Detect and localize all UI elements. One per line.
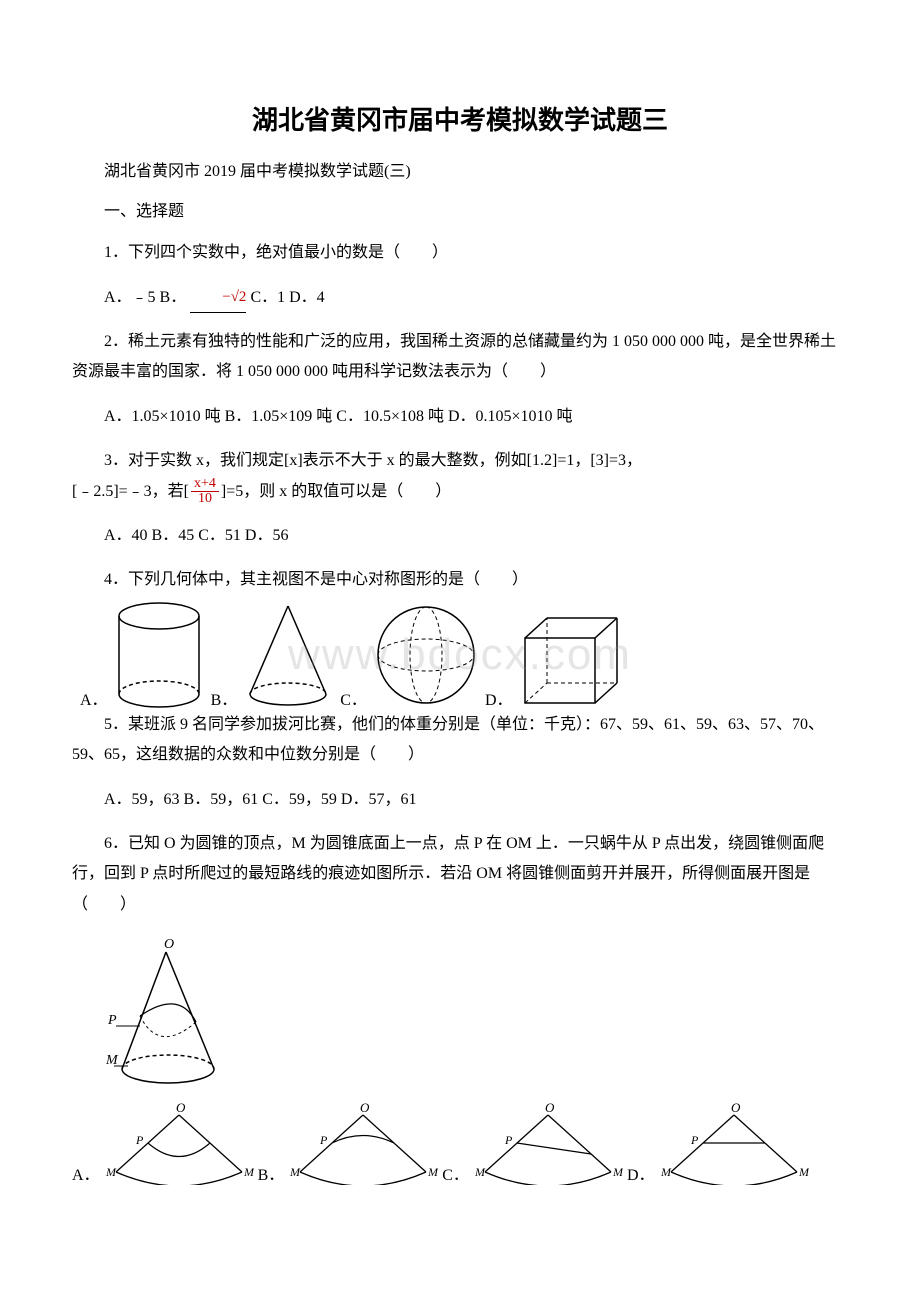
q1-optC-suffix: C．1 D．4 bbox=[250, 289, 324, 306]
svg-text:O: O bbox=[545, 1100, 555, 1115]
q3-frac-num: x+4 bbox=[191, 477, 219, 493]
svg-text:M: M bbox=[243, 1165, 254, 1179]
q6-label-C: C． bbox=[442, 1167, 469, 1184]
q3-fraction: x+410 bbox=[191, 477, 219, 507]
page-title: 湖北省黄冈市届中考模拟数学试题三 bbox=[72, 100, 848, 137]
svg-text:M: M bbox=[105, 1165, 117, 1179]
label-P: P bbox=[107, 1013, 117, 1028]
q3-options: A．40 B．45 C．51 D．56 bbox=[72, 521, 848, 551]
q2-stem: 2．稀土元素有独特的性能和广泛的应用，我国稀土资源的总储藏量约为 1 050 0… bbox=[72, 327, 848, 388]
q1-sqrt-expr: −√2 bbox=[190, 283, 246, 313]
label-O: O bbox=[164, 937, 174, 952]
svg-text:O: O bbox=[360, 1100, 370, 1115]
cone-3d-icon: O P M bbox=[104, 934, 234, 1094]
q1-stem: 1．下列四个实数中，绝对值最小的数是（ ） bbox=[72, 238, 848, 268]
q4-label-C: C． bbox=[340, 692, 367, 709]
q6-label-D: D． bbox=[627, 1167, 655, 1184]
svg-text:P: P bbox=[319, 1133, 328, 1147]
q4-shapes: A． B． C． D． bbox=[80, 692, 622, 709]
unfold-d-icon: O P M M bbox=[659, 1100, 809, 1185]
q4-label-D: D． bbox=[485, 692, 513, 709]
svg-text:M: M bbox=[612, 1165, 623, 1179]
unfold-c-icon: O P M M bbox=[473, 1100, 623, 1185]
q4-stem: 4．下列几何体中，其主视图不是中心对称图形的是（ ） bbox=[72, 565, 848, 595]
svg-text:M: M bbox=[289, 1165, 301, 1179]
q4-label-B: B． bbox=[211, 692, 238, 709]
q6-cone-figure: O P M bbox=[104, 934, 848, 1094]
unfold-b-icon: O P M M bbox=[288, 1100, 438, 1185]
q6-label-A: A． bbox=[72, 1167, 100, 1184]
q3-line2-suffix: ]=5，则 x 的取值可以是（ ） bbox=[221, 483, 451, 500]
subtitle: 湖北省黄冈市 2019 届中考模拟数学试题(三) bbox=[72, 159, 848, 185]
q3-stem-line2: [﹣2.5]=﹣3，若[x+410]=5，则 x 的取值可以是（ ） bbox=[72, 477, 848, 508]
svg-text:M: M bbox=[660, 1165, 672, 1179]
q3-frac-den: 10 bbox=[191, 492, 219, 507]
q6-label-B: B． bbox=[258, 1167, 285, 1184]
svg-text:M: M bbox=[474, 1165, 486, 1179]
unfold-a-icon: O P M M bbox=[104, 1100, 254, 1185]
q1-optA-prefix: A．﹣5 B． bbox=[104, 289, 186, 306]
section-heading: 一、选择题 bbox=[72, 199, 848, 225]
q3-line2-prefix: [﹣2.5]=﹣3，若[ bbox=[72, 483, 189, 500]
q4-label-A: A． bbox=[80, 692, 108, 709]
q6-stem: 6．已知 O 为圆锥的顶点，M 为圆锥底面上一点，点 P 在 OM 上．一只蜗牛… bbox=[72, 829, 848, 920]
svg-text:P: P bbox=[135, 1133, 144, 1147]
cylinder-icon bbox=[112, 600, 207, 710]
svg-text:M: M bbox=[427, 1165, 438, 1179]
q5-options: A．59，63 B．59，61 C．59，59 D．57，61 bbox=[72, 785, 848, 815]
q2-options: A．1.05×1010 吨 B．1.05×109 吨 C．10.5×108 吨 … bbox=[72, 402, 848, 432]
cube-icon bbox=[517, 610, 622, 710]
q3-stem-line1: 3．对于实数 x，我们规定[x]表示不大于 x 的最大整数，例如[1.2]=1，… bbox=[72, 446, 848, 476]
q6-options-row: A． O P M M B． O P M M C． O P M M D． O P bbox=[72, 1100, 848, 1185]
q5-stem: 5．某班派 9 名同学参加拔河比赛，他们的体重分别是（单位：千克）：67、59、… bbox=[72, 710, 848, 771]
sphere-icon bbox=[371, 600, 481, 710]
svg-text:P: P bbox=[690, 1133, 699, 1147]
svg-text:O: O bbox=[176, 1100, 186, 1115]
cone-icon bbox=[241, 600, 336, 710]
q1-options: A．﹣5 B． −√2 C．1 D．4 bbox=[72, 283, 848, 313]
svg-text:P: P bbox=[504, 1133, 513, 1147]
svg-text:M: M bbox=[798, 1165, 809, 1179]
svg-text:O: O bbox=[731, 1100, 741, 1115]
